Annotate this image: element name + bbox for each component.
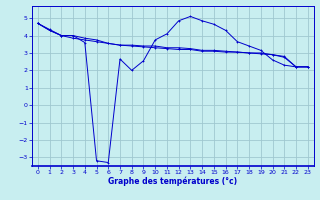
X-axis label: Graphe des températures (°c): Graphe des températures (°c) — [108, 177, 237, 186]
